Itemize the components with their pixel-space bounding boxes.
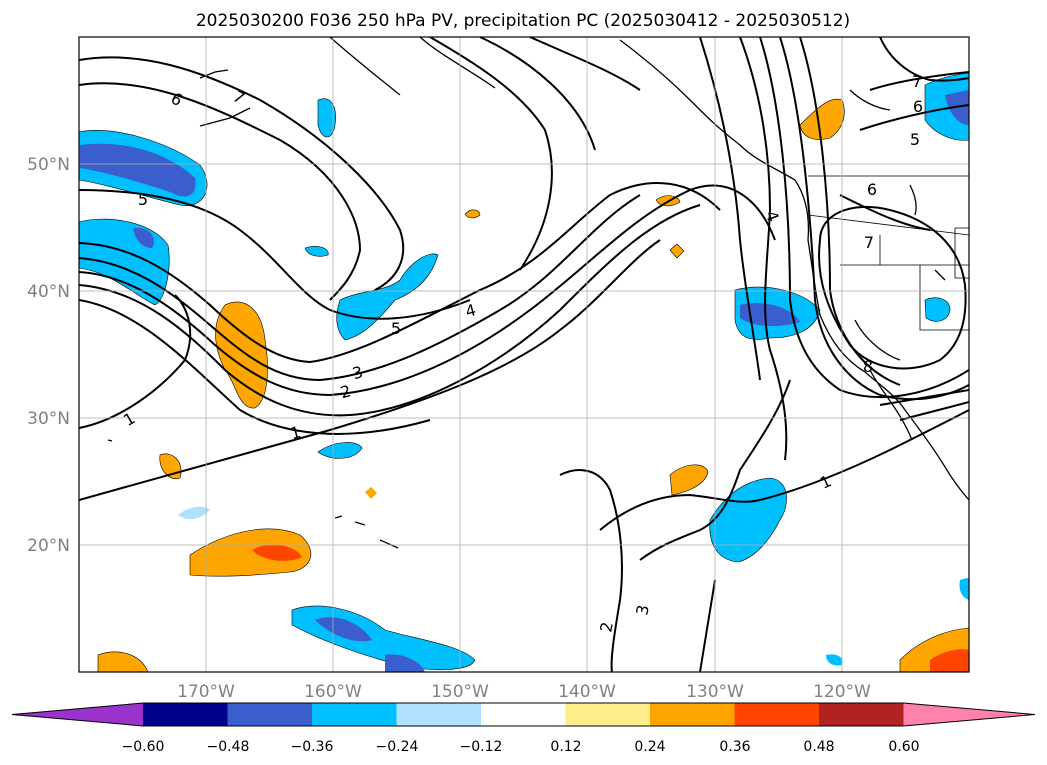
colorbar-label: −0.12 <box>460 739 503 755</box>
contour-label: 7 <box>864 233 874 252</box>
colorbar-label: −0.60 <box>122 739 165 755</box>
gridlines <box>79 37 969 672</box>
colorbar-box <box>734 703 820 726</box>
state-borders <box>807 175 969 331</box>
lon-tick-label: 160°W <box>304 682 362 702</box>
contour-label: 3 <box>350 362 365 383</box>
lon-tick-label: 140°W <box>558 682 616 702</box>
lat-tick-labels: 50°N 40°N 30°N 20°N <box>27 155 70 556</box>
colorbar-label: 0.48 <box>803 739 834 755</box>
colorbar-box <box>819 703 904 726</box>
contour-label: 5 <box>138 190 148 209</box>
colorbar-label: 0.12 <box>550 739 581 755</box>
contour-label: 3 <box>632 603 652 616</box>
contour-label: 5 <box>391 319 401 338</box>
colorbar-label: −0.48 <box>207 739 250 755</box>
colorbar-extend-low <box>12 703 143 726</box>
colorbar-label: 0.24 <box>634 739 665 755</box>
map-frame <box>78 36 970 673</box>
figure-title: 2025030200 F036 250 hPa PV, precipitatio… <box>196 11 850 31</box>
colorbar-label: −0.36 <box>291 739 334 755</box>
colorbar-labels: −0.60 −0.48 −0.36 −0.24 −0.12 0.12 0.24 … <box>122 739 920 755</box>
lon-tick-labels: 170°W 160°W 150°W 140°W 130°W 120°W <box>177 682 871 702</box>
colorbar-box <box>396 703 482 726</box>
colorbar-box <box>481 703 566 726</box>
pv-contours <box>79 37 969 672</box>
contour-label: 7 <box>912 72 922 91</box>
colorbar <box>11 702 1036 727</box>
colorbar-label: 0.60 <box>888 739 919 755</box>
lat-tick-label: 30°N <box>27 409 70 429</box>
lat-tick-label: 50°N <box>27 155 70 175</box>
contour-label: 1 <box>288 422 303 443</box>
lat-tick-label: 20°N <box>27 536 70 556</box>
lon-tick-label: 130°W <box>686 682 744 702</box>
colorbar-label: 0.36 <box>719 739 750 755</box>
contour-label: 8 <box>863 357 873 376</box>
lat-tick-label: 40°N <box>27 282 70 302</box>
lon-tick-label: 120°W <box>813 682 871 702</box>
contour-label: 5 <box>910 130 920 149</box>
lon-tick-label: 150°W <box>431 682 489 702</box>
colorbar-box <box>143 703 228 726</box>
contour-label: 2 <box>338 381 353 402</box>
colorbar-box <box>312 703 397 726</box>
colorbar-box <box>650 703 735 726</box>
contour-label: 2 <box>596 620 616 633</box>
contour-label: 4 <box>463 300 478 321</box>
colorbar-outline <box>11 702 1036 727</box>
colorbar-box <box>565 703 651 726</box>
contour-label: 6 <box>867 180 877 199</box>
colorbar-box <box>227 703 313 726</box>
contour-label: 6 <box>913 97 923 116</box>
colorbar-label: −0.24 <box>376 739 419 755</box>
colorbar-extend-high <box>903 703 1035 726</box>
lon-tick-label: 170°W <box>177 682 235 702</box>
